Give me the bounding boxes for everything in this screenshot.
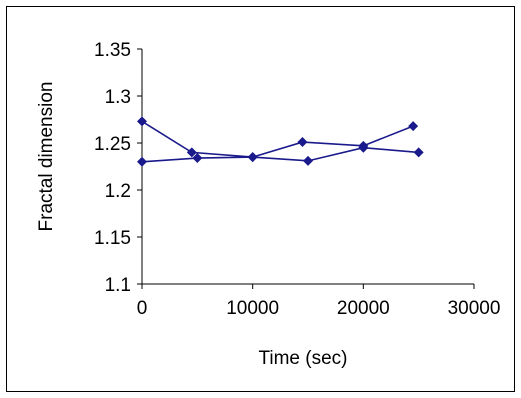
y-tick-label: 1.3 xyxy=(105,87,131,108)
y-tick-label: 1.2 xyxy=(105,181,131,202)
data-point xyxy=(358,142,369,153)
x-tick-label: 20000 xyxy=(337,298,390,319)
series-line xyxy=(141,120,414,158)
y-tick-label: 1.35 xyxy=(94,40,131,61)
data-point xyxy=(408,121,419,132)
x-axis-title: Time (sec) xyxy=(258,348,347,369)
x-tick-label: 10000 xyxy=(226,298,279,319)
data-point xyxy=(186,147,197,158)
series-line xyxy=(141,146,419,163)
y-axis-title: Fractal dimension xyxy=(36,82,57,232)
series-layer xyxy=(137,116,424,167)
data-point xyxy=(137,156,147,167)
x-ticks: 0 10000 20000 30000 xyxy=(137,284,501,319)
chart-svg: 1.1 1.15 1.2 1.25 1.3 1.35 0 10000 20000 30000 T… xyxy=(36,40,501,369)
data-point xyxy=(413,147,424,158)
y-tick-label: 1.25 xyxy=(94,134,131,155)
series-2 xyxy=(137,142,424,167)
axes xyxy=(141,49,474,285)
y-tick-label: 1.1 xyxy=(105,275,131,296)
chart-area: 1.1 1.15 1.2 1.25 1.3 1.35 0 10000 20000 30000 T… xyxy=(6,6,515,392)
x-tick-label: 30000 xyxy=(448,298,501,319)
data-point xyxy=(297,137,308,148)
data-point xyxy=(303,155,313,166)
y-tick-label: 1.15 xyxy=(94,228,131,249)
y-ticks: 1.1 1.15 1.2 1.25 1.3 1.35 xyxy=(94,40,142,296)
data-point xyxy=(192,153,203,164)
data-point xyxy=(137,116,147,127)
data-point xyxy=(247,152,258,163)
x-tick-label: 0 xyxy=(137,298,148,319)
series-1 xyxy=(137,116,419,163)
